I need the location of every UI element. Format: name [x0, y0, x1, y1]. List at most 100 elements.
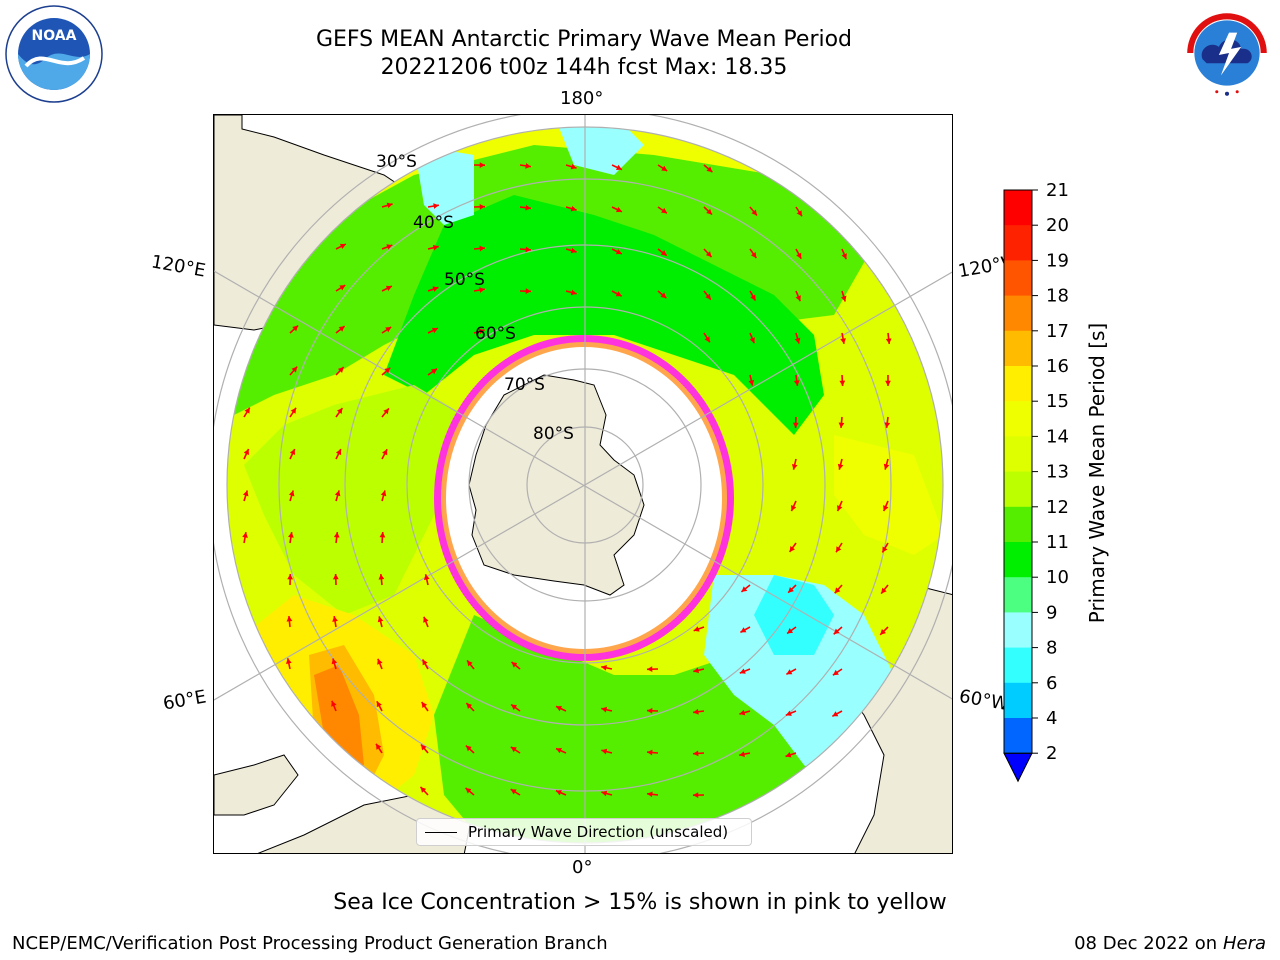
wave-arrow-head [796, 210, 802, 217]
wave-arrow-head [423, 574, 430, 581]
wave-arrow-head [287, 574, 294, 580]
wave-arrow-head [382, 449, 388, 456]
wave-arrow-head [333, 532, 340, 538]
wave-arrow-head [377, 616, 384, 623]
lat-label-40s: 40°S [413, 213, 454, 233]
map-panel [213, 114, 953, 854]
wave-arrow-head [337, 367, 344, 373]
wave-arrow-head [881, 587, 887, 594]
colorbar-band [1004, 190, 1032, 226]
wave-arrow-head [525, 246, 531, 253]
wave-arrow-head [339, 285, 346, 291]
wave-arrow-head [838, 422, 845, 428]
wave-arrow-head [433, 203, 439, 209]
wave-arrow-head [376, 701, 382, 708]
colorbar: 21 20 19 18 17 16 15 14 13 12 11 10 9 8 6 4 2 [1003, 180, 1069, 783]
wave-arrow-head [837, 463, 844, 470]
wave-arrow-head [338, 326, 345, 332]
wave-arrow-head [885, 338, 892, 344]
wave-arrow-head [693, 667, 700, 674]
wave-arrow-head [556, 705, 563, 712]
colorbar-tick-label: 2 [1046, 743, 1057, 764]
wave-arrow-head [795, 295, 801, 302]
wave-arrow-head [386, 202, 393, 209]
lon-label-180: 180° [560, 88, 604, 109]
wave-arrow-head [750, 252, 757, 259]
wave-arrow-head [880, 629, 886, 635]
wave-arrow-head [525, 163, 531, 169]
wave-arrow-head [840, 338, 846, 344]
colorbar-tick-label: 21 [1046, 180, 1069, 201]
wave-arrow-head [376, 743, 382, 750]
wave-arrow-head [511, 704, 518, 710]
wave-arrow-head [423, 616, 429, 623]
colorbar-tick-label: 16 [1046, 356, 1069, 377]
colorbar-band [1004, 612, 1032, 649]
wave-arrow-head [705, 293, 711, 300]
wave-arrow-head [377, 658, 383, 665]
colorbar-tick-label: 8 [1046, 638, 1057, 659]
wave-arrow-head [704, 336, 710, 343]
colorbar-band [1004, 366, 1032, 402]
wave-arrow-head [740, 627, 747, 633]
wave-arrow-head [331, 700, 337, 707]
wave-arrow-head [789, 546, 796, 552]
antarctica [468, 374, 645, 596]
wave-arrow-head [739, 709, 746, 716]
wave-arrow-head [693, 792, 699, 798]
wave-arrow-head [339, 243, 346, 250]
colorbar-band [1004, 718, 1032, 754]
wave-arrow-head [432, 244, 439, 251]
lat-label-50s: 50°S [444, 270, 485, 290]
wave-arrow-head [335, 449, 342, 456]
wave-arrow-head [332, 574, 339, 580]
wave-arrow-head [693, 626, 700, 632]
wave-arrow-head [570, 163, 577, 170]
wave-arrow-head [242, 490, 249, 497]
wave-arrow-head [525, 288, 531, 295]
lat-label-80s: 80°S [533, 424, 574, 444]
wave-arrow-head [750, 294, 756, 301]
wave-arrow-head [510, 789, 517, 795]
wave-arrow-head [286, 616, 293, 622]
wave-arrow-head [290, 407, 296, 414]
wave-arrow-head [555, 748, 562, 754]
colorbar-extend-triangle [1003, 752, 1033, 783]
wave-arrow-head [661, 207, 668, 214]
colorbar-tick-label: 4 [1046, 708, 1057, 729]
wave-arrow-head [832, 711, 839, 717]
noaa-logo: NOAA [5, 5, 103, 103]
lat-label-30s: 30°S [376, 152, 417, 172]
colorbar-band [1004, 682, 1032, 719]
wave-arrow-head [510, 746, 517, 753]
map-subtitle: 20221206 t00z 144h fcst Max: 18.35 [380, 55, 788, 80]
wave-arrow-head [840, 295, 847, 302]
wave-arrow-head [748, 379, 755, 386]
colorbar-label: Primary Wave Mean Period [s] [1085, 322, 1109, 624]
lat-label-70s: 70°S [504, 375, 545, 395]
colorbar-tick-label: 17 [1046, 321, 1069, 342]
wave-arrow-head [792, 422, 799, 428]
wave-arrow-head [288, 532, 294, 538]
wave-arrow-head [615, 248, 622, 255]
colorbar-band [1004, 295, 1032, 332]
credit-line: NCEP/EMC/Verification Post Processing Pr… [12, 933, 608, 954]
wave-arrow-head [420, 786, 427, 793]
wave-arrow-head [834, 587, 841, 594]
wave-arrow-head [244, 407, 250, 414]
wave-arrow-head [741, 586, 748, 592]
wave-arrow-head [570, 247, 577, 254]
wave-arrow-head [431, 368, 438, 375]
noaa-logo-text: NOAA [32, 28, 77, 44]
wave-arrow-head [661, 165, 668, 171]
wave-arrow-head [331, 658, 338, 665]
wave-arrow-head [525, 204, 531, 211]
colorbar-band [1004, 260, 1032, 297]
wave-arrow-head [836, 546, 842, 553]
wave-arrow-head [478, 328, 485, 335]
wave-arrow-head [749, 337, 755, 344]
colorbar-band [1004, 542, 1032, 578]
wave-arrow-head [431, 327, 438, 334]
colorbar-tick-label: 11 [1046, 532, 1069, 553]
wave-arrow-head [384, 367, 391, 374]
